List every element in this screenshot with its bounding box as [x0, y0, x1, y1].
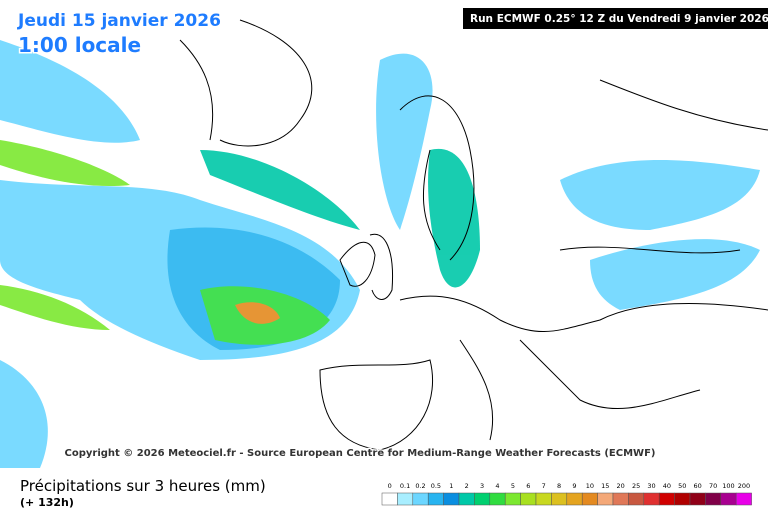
footer-title: Précipitations sur 3 heures (mm) — [20, 477, 266, 495]
legend-label: 5 — [511, 482, 515, 490]
legend-swatch — [705, 492, 722, 506]
legend-swatch — [612, 492, 629, 506]
legend-label: 0.1 — [400, 482, 410, 490]
date: Jeudi 15 janvier 2026 — [17, 11, 221, 31]
legend-label: 200 — [738, 482, 750, 490]
legend-swatch — [643, 492, 660, 506]
run-info: Run ECMWF 0.25° 12 Z du Vendredi 9 janvi… — [470, 13, 768, 25]
legend-swatch — [674, 492, 691, 506]
legend-label: 8 — [557, 482, 561, 490]
legend-label: 40 — [663, 482, 671, 490]
legend-label: 15 — [601, 482, 609, 490]
legend-label: 2 — [465, 482, 469, 490]
legend-label: 6 — [526, 482, 530, 490]
legend-swatch — [535, 492, 552, 506]
legend-label: 50 — [678, 482, 686, 490]
legend-swatch — [412, 492, 429, 506]
legend-swatch — [581, 492, 598, 506]
legend: 0 0.1 0.2 0.5 1 2 3 4 5 6 7 8 9 10 15 20 25 30 40 50 60 70 100… — [381, 482, 752, 506]
precipitation — [0, 40, 760, 468]
legend-label: 4 — [495, 482, 499, 490]
copyright: Copyright © 2026 Meteociel.fr - Source E… — [65, 448, 656, 459]
legend-label: 0.2 — [415, 482, 425, 490]
legend-swatch — [689, 492, 706, 506]
legend-label: 25 — [632, 482, 640, 490]
legend-swatch — [443, 492, 460, 506]
legend-swatch — [458, 492, 475, 506]
legend-swatch — [628, 492, 645, 506]
legend-label: 7 — [542, 482, 546, 490]
legend-label: 0 — [388, 482, 392, 490]
lead-time: (+ 132h) — [20, 496, 74, 509]
legend-swatch — [474, 492, 491, 506]
legend-swatch — [397, 492, 414, 506]
legend-swatch — [735, 492, 752, 506]
legend-label: 10 — [586, 482, 594, 490]
legend-label: 100 — [722, 482, 734, 490]
legend-swatch — [520, 492, 537, 506]
legend-swatch — [566, 492, 583, 506]
local-time: 1:00 locale — [18, 33, 141, 57]
legend-swatch — [504, 492, 521, 506]
legend-label: 20 — [617, 482, 625, 490]
legend-label: 60 — [694, 482, 702, 490]
legend-swatch — [720, 492, 737, 506]
run-banner — [463, 8, 768, 29]
legend-label: 3 — [480, 482, 484, 490]
legend-swatch — [658, 492, 675, 506]
legend-label: 9 — [572, 482, 576, 490]
legend-swatch — [597, 492, 614, 506]
legend-label: 70 — [709, 482, 717, 490]
legend-label: 0.5 — [431, 482, 441, 490]
legend-swatch — [381, 492, 398, 506]
coastlines — [179, 19, 768, 451]
legend-swatch — [427, 492, 444, 506]
legend-label: 30 — [647, 482, 655, 490]
legend-swatch — [489, 492, 506, 506]
legend-swatch — [551, 492, 568, 506]
legend-label: 1 — [449, 482, 453, 490]
